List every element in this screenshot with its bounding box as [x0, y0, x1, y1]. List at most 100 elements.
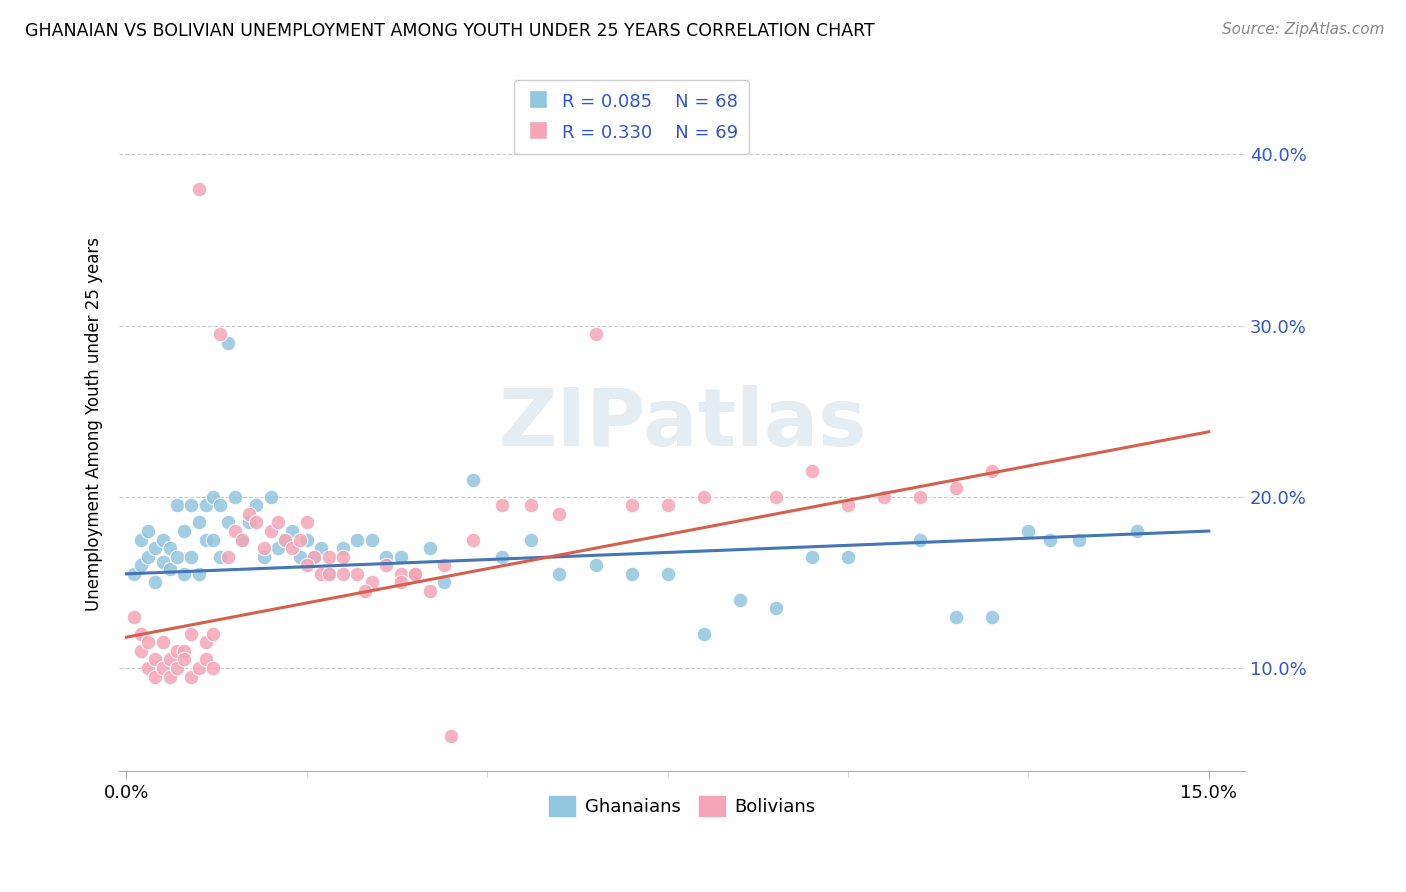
Point: [143, 575, 166, 590]
Point: [801, 549, 824, 564]
Point: [209, 499, 232, 513]
Point: [360, 575, 382, 590]
Point: [389, 575, 412, 590]
Point: [311, 541, 333, 556]
Point: [194, 499, 217, 513]
Point: [657, 566, 679, 581]
Point: [491, 499, 513, 513]
Point: [945, 481, 967, 495]
Point: [302, 549, 325, 564]
Point: [173, 566, 195, 581]
Point: [202, 490, 225, 504]
Point: [231, 533, 253, 547]
Point: [159, 652, 181, 666]
Point: [173, 652, 195, 666]
Point: [873, 490, 896, 504]
Point: [332, 541, 354, 556]
Point: [136, 549, 159, 564]
Point: [908, 490, 931, 504]
Point: [375, 549, 398, 564]
Point: [209, 549, 232, 564]
Point: [187, 661, 209, 675]
Point: [217, 549, 239, 564]
Point: [908, 533, 931, 547]
Legend: Ghanaians, Bolivians: Ghanaians, Bolivians: [541, 788, 823, 824]
Point: [202, 661, 225, 675]
Point: [519, 499, 541, 513]
Point: [202, 533, 225, 547]
Point: [389, 566, 412, 581]
Point: [419, 584, 441, 599]
Point: [318, 566, 340, 581]
Point: [281, 541, 304, 556]
Point: [166, 499, 188, 513]
Point: [143, 541, 166, 556]
Point: [202, 626, 225, 640]
Point: [693, 626, 716, 640]
Point: [346, 533, 368, 547]
Point: [461, 533, 484, 547]
Point: [433, 575, 456, 590]
Point: [129, 644, 152, 658]
Point: [194, 652, 217, 666]
Point: [122, 566, 145, 581]
Point: [360, 533, 382, 547]
Point: [252, 541, 274, 556]
Point: [159, 541, 181, 556]
Point: [295, 558, 318, 573]
Point: [260, 524, 283, 538]
Point: [129, 558, 152, 573]
Point: [152, 533, 174, 547]
Point: [837, 549, 859, 564]
Point: [152, 661, 174, 675]
Point: [311, 566, 333, 581]
Point: [519, 533, 541, 547]
Point: [252, 549, 274, 564]
Point: [461, 473, 484, 487]
Point: [180, 669, 202, 683]
Point: [332, 566, 354, 581]
Point: [1039, 533, 1062, 547]
Point: [346, 566, 368, 581]
Point: [433, 558, 456, 573]
Point: [260, 490, 283, 504]
Point: [440, 730, 463, 744]
Point: [404, 566, 426, 581]
Point: [209, 327, 232, 342]
Point: [585, 327, 607, 342]
Point: [136, 661, 159, 675]
Point: [295, 516, 318, 530]
Point: [159, 562, 181, 576]
Point: [302, 549, 325, 564]
Point: [548, 566, 571, 581]
Point: [281, 524, 304, 538]
Point: [187, 516, 209, 530]
Point: [585, 558, 607, 573]
Point: [238, 507, 260, 521]
Point: [231, 533, 253, 547]
Point: [194, 533, 217, 547]
Point: [288, 549, 311, 564]
Point: [332, 549, 354, 564]
Point: [389, 549, 412, 564]
Point: [217, 335, 239, 350]
Point: [620, 499, 643, 513]
Point: [166, 549, 188, 564]
Point: [404, 566, 426, 581]
Text: GHANAIAN VS BOLIVIAN UNEMPLOYMENT AMONG YOUTH UNDER 25 YEARS CORRELATION CHART: GHANAIAN VS BOLIVIAN UNEMPLOYMENT AMONG …: [25, 22, 875, 40]
Point: [1017, 524, 1039, 538]
Point: [288, 533, 311, 547]
Point: [159, 669, 181, 683]
Text: ZIPatlas: ZIPatlas: [498, 385, 866, 463]
Point: [180, 626, 202, 640]
Point: [224, 524, 246, 538]
Point: [267, 516, 290, 530]
Point: [173, 644, 195, 658]
Point: [318, 566, 340, 581]
Point: [274, 533, 297, 547]
Point: [620, 566, 643, 581]
Point: [318, 549, 340, 564]
Point: [245, 499, 267, 513]
Point: [180, 499, 202, 513]
Point: [801, 464, 824, 478]
